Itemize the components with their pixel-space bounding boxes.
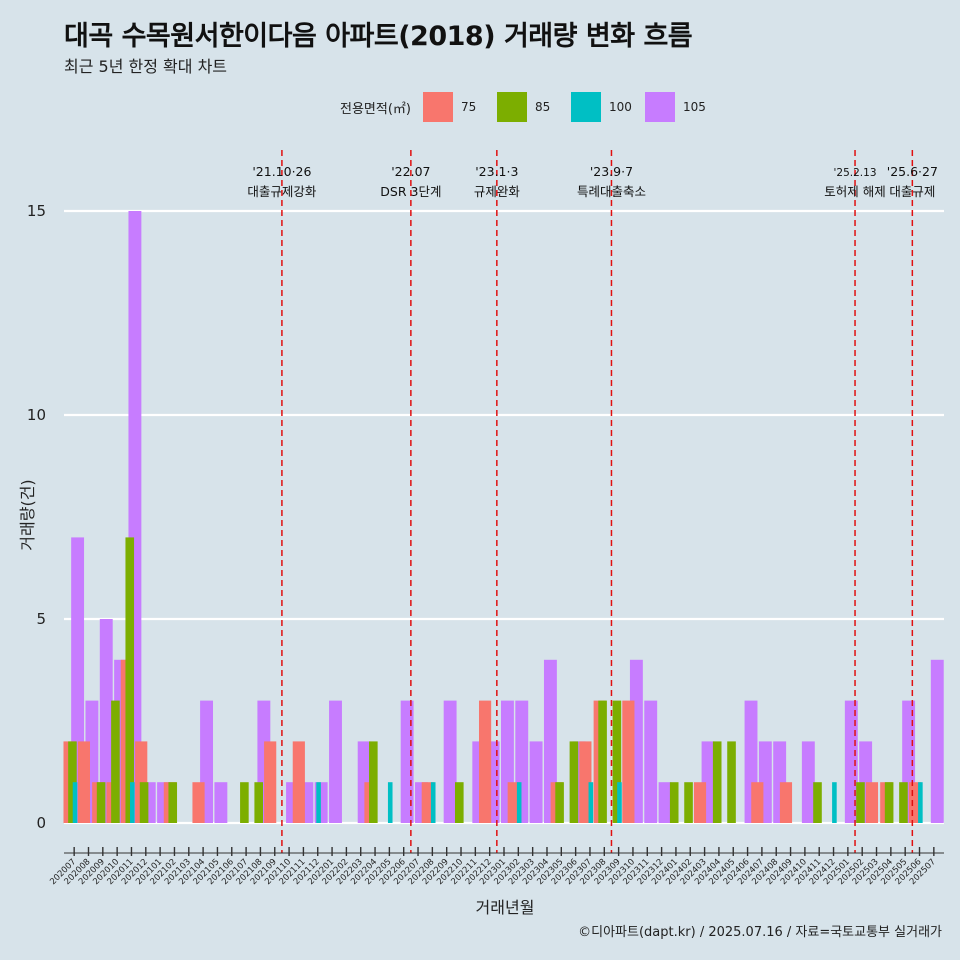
event-date-2: '22.07 — [391, 164, 430, 179]
bar-75-202503 — [865, 782, 879, 823]
bar-105-202009 — [99, 619, 113, 823]
bar-105-202312 — [658, 782, 672, 823]
bar-105-202501 — [844, 700, 858, 823]
bar-85-202009 — [96, 782, 106, 823]
bar-85-202502 — [856, 782, 865, 823]
bar-75-202104 — [192, 782, 205, 823]
bar-85-202404 — [712, 741, 722, 823]
bar-75-202109 — [264, 741, 277, 823]
bar-85-202405 — [727, 741, 736, 823]
event-date-6: '25.6·27 — [887, 164, 938, 179]
bar-85-202505 — [899, 782, 908, 823]
bar-85-202305 — [555, 782, 564, 823]
bar-75-202310 — [622, 700, 635, 823]
bar-85-202010 — [111, 700, 120, 823]
bar-105-202507 — [930, 659, 944, 823]
event-label-6: 대출규제 — [889, 184, 935, 199]
bar-100-202205 — [387, 782, 393, 823]
bar-75-202302 — [507, 782, 520, 823]
legend-item-85: 85 — [496, 92, 561, 122]
legend-swatch-105 — [644, 92, 675, 122]
bar-85-202411 — [813, 782, 822, 823]
bar-75-202307 — [579, 741, 592, 823]
legend-item-105: 105 — [644, 92, 709, 122]
bar-100-202302 — [516, 782, 522, 823]
event-label-3: 규제완화 — [474, 184, 521, 199]
y-tick-label-15: 15 — [27, 202, 46, 220]
bar-85-202108 — [254, 782, 264, 823]
legend-label-105: 105 — [682, 100, 706, 114]
bar-105-202410 — [801, 741, 815, 823]
legend-label-85: 85 — [534, 100, 551, 114]
y-tick-label-0: 0 — [36, 814, 46, 832]
bar-85-202204 — [369, 741, 378, 823]
bar-85-202007 — [68, 741, 77, 823]
bar-85-202504 — [884, 782, 894, 823]
bar-105-202206 — [400, 700, 414, 823]
event-date-1: '21.10·26 — [252, 164, 311, 179]
bar-100-202011 — [130, 782, 135, 823]
bar-85-202107 — [240, 782, 249, 823]
bar-100-202412 — [832, 782, 837, 823]
event-date-5: '25.2.13 — [834, 167, 877, 179]
bar-75-202407 — [751, 782, 764, 823]
bar-85-202011 — [125, 537, 135, 823]
event-label-4: 특례대출축소 — [577, 184, 646, 199]
bar-85-202309 — [612, 700, 622, 823]
event-date-3: '23.1·3 — [475, 164, 518, 179]
bar-85-202210 — [454, 782, 464, 823]
event-label-1: 대출규제강화 — [247, 184, 317, 199]
legend-title: 전용면적(㎡) — [340, 101, 411, 117]
legend-item-100: 100 — [570, 92, 635, 122]
legend: 전용면적(㎡) 75 85 100 105 — [340, 92, 711, 122]
event-markers: '21.10·26 대출규제강화 '22.07 DSR 3단계 '23.1·3 규제완화 '… — [247, 150, 938, 853]
bar-85-202102 — [168, 782, 178, 823]
bar-85-202306 — [569, 741, 579, 823]
y-tick-label-10: 10 — [27, 406, 46, 424]
y-tick-label-5: 5 — [36, 610, 46, 628]
legend-label-75: 75 — [460, 100, 477, 114]
bar-85-202402 — [684, 782, 693, 823]
bar-100-202112 — [316, 782, 321, 823]
bar-105-202303 — [529, 741, 543, 823]
legend-label-100: 100 — [608, 100, 632, 114]
legend-swatch-75 — [422, 92, 453, 122]
x-axis-label: 거래년월 — [476, 898, 535, 917]
bar-85-202401 — [669, 782, 679, 823]
bar-75-202111 — [292, 741, 305, 823]
bar-75-202409 — [779, 782, 793, 823]
bar-75-202212 — [478, 700, 492, 823]
chart-subtitle: 최근 5년 한정 확대 차트 — [64, 57, 228, 76]
bar-105-202311 — [644, 700, 658, 823]
legend-swatch-100 — [570, 92, 601, 122]
bar-75-202208 — [421, 782, 434, 823]
bars — [63, 211, 944, 823]
bar-105-202201 — [329, 700, 342, 823]
bar-100-202007 — [72, 782, 78, 823]
event-label-2: DSR 3단계 — [380, 184, 441, 199]
bar-100-202307 — [588, 782, 594, 823]
bar-75-202403 — [693, 782, 707, 823]
chart-title: 대곡 수목원서한이다음 아파트(2018) 거래량 변화 흐름 — [64, 21, 693, 52]
source-caption: ©디아파트(dapt.kr) / 2025.07.16 / 자료=국토교통부 실… — [578, 925, 942, 940]
event-label-5: 토허제 해제 — [824, 184, 885, 199]
legend-swatch-85 — [496, 92, 527, 122]
bar-85-202012 — [139, 782, 149, 823]
bar-100-202506 — [918, 782, 923, 823]
bar-100-202208 — [430, 782, 436, 823]
bar-85-202308 — [598, 700, 607, 823]
bar-105-202105 — [214, 782, 228, 823]
bar-75-202008 — [77, 741, 90, 823]
y-axis-label: 거래량(건) — [18, 479, 37, 550]
event-date-4: '23.9·7 — [590, 164, 633, 179]
bar-105-202209 — [443, 700, 457, 823]
legend-item-75: 75 — [422, 92, 487, 122]
bar-100-202309 — [617, 782, 622, 823]
